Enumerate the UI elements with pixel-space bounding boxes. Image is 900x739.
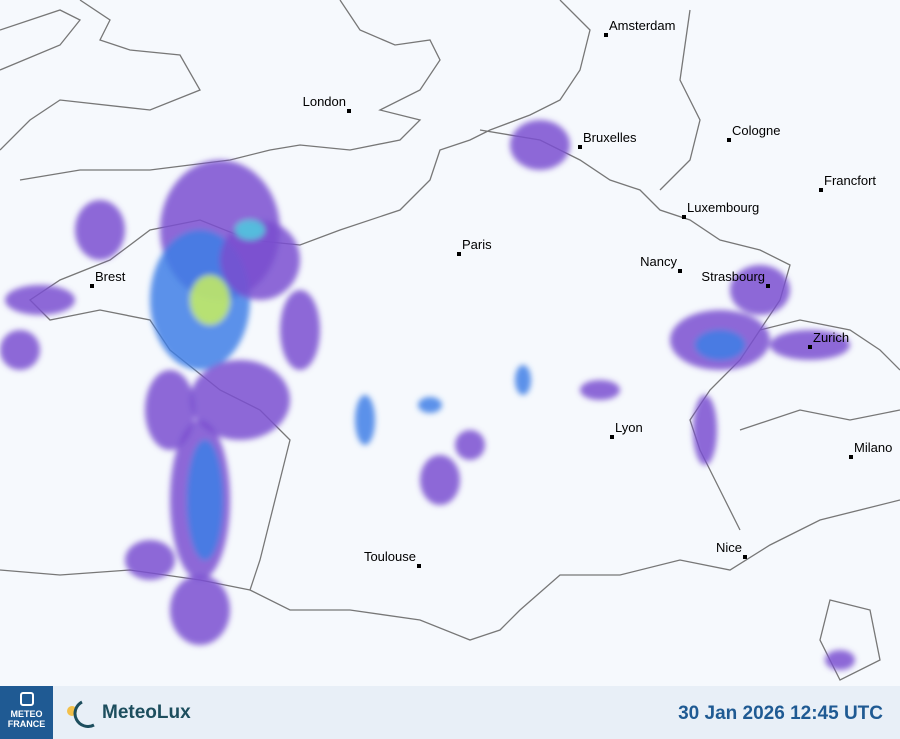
precip-cell-light-precip: [75, 200, 125, 260]
city-label: Strasbourg: [701, 269, 765, 284]
city-marker: [457, 252, 461, 256]
city-marker: [849, 455, 853, 459]
city-label: Brest: [95, 269, 126, 284]
meteolux-text: MeteoLux: [102, 702, 191, 723]
precipitation-layer: [0, 120, 855, 670]
city-marker: [766, 284, 770, 288]
radar-map[interactable]: [0, 0, 900, 686]
precip-cell-light-precip: [730, 265, 790, 315]
city-label: London: [302, 94, 346, 109]
precip-cell-moderate-precip: [187, 440, 223, 560]
precip-cell-light-precip: [0, 330, 40, 370]
city-marker: [743, 555, 747, 559]
city-marker: [604, 33, 608, 37]
city-marker: [90, 284, 94, 288]
precip-cell-light-precip: [170, 575, 230, 645]
precip-cell-intense-precip: [190, 275, 230, 325]
city-label: Francfort: [824, 173, 877, 188]
precip-cell-moderate-precip: [515, 365, 531, 395]
precip-cell-light-precip: [190, 360, 290, 440]
city-marker: [808, 345, 812, 349]
city-marker: [678, 269, 682, 273]
city-label: Lyon: [615, 420, 643, 435]
precip-cell-light-precip: [145, 370, 195, 450]
city-marker: [578, 145, 582, 149]
city-label: Paris: [462, 237, 492, 252]
precip-cell-moderate-precip: [355, 395, 375, 445]
precip-cell-light-precip: [455, 430, 485, 460]
meteofrance-icon: [19, 692, 34, 706]
city-label: Nancy: [640, 254, 677, 269]
city-label: Amsterdam: [609, 18, 676, 33]
precip-cell-light-precip: [5, 285, 75, 315]
city-label: Cologne: [732, 123, 781, 138]
city-label: Nice: [715, 540, 742, 555]
city-marker: [682, 215, 686, 219]
city-label: Toulouse: [363, 549, 416, 564]
meteolux-logo[interactable]: MeteoLux: [60, 698, 191, 728]
city-label: Zurich: [813, 330, 850, 345]
precip-cell-moderate-precip: [695, 330, 745, 360]
precip-cell-heavy-precip: [235, 220, 265, 240]
precip-cell-light-precip: [580, 380, 620, 400]
city-marker: [417, 564, 421, 568]
city-marker: [819, 188, 823, 192]
precip-cell-light-precip: [220, 220, 300, 300]
city-marker: [347, 109, 351, 113]
meteofrance-logo[interactable]: METEO FRANCE: [0, 686, 53, 739]
precip-cell-light-precip: [510, 120, 570, 170]
city-label: Luxembourg: [687, 200, 760, 215]
city-marker: [727, 138, 731, 142]
city-label: Bruxelles: [583, 130, 637, 145]
city-marker: [610, 435, 614, 439]
footer-bar: METEO FRANCE MeteoLux 30 Jan 2026 12:45 U…: [0, 686, 900, 739]
sun-icon: [67, 700, 95, 728]
precip-cell-light-precip: [693, 395, 717, 465]
city-label: Milano: [854, 440, 893, 455]
precip-cell-light-precip: [825, 650, 855, 670]
timestamp: 30 Jan 2026 12:45 UTC: [678, 703, 883, 724]
precip-cell-light-precip: [280, 290, 320, 370]
precip-cell-moderate-precip: [418, 397, 442, 413]
precip-cell-light-precip: [420, 455, 460, 505]
precip-cell-light-precip: [125, 540, 175, 580]
